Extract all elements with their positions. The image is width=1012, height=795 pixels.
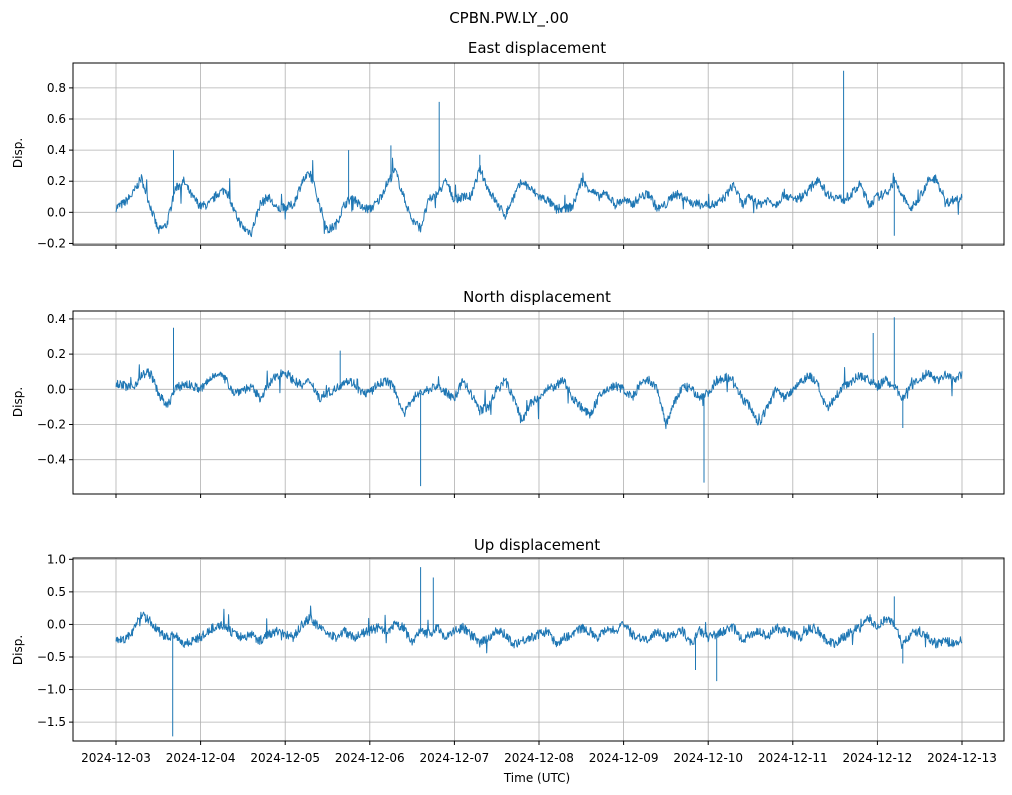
x-tick-label: 2024-12-04 [166,751,236,765]
east-y-tick-label: 0.8 [47,81,66,95]
north-panel-title: North displacement [463,288,611,306]
x-tick-label: 2024-12-13 [927,751,997,765]
east-axes-frame [72,62,1005,246]
up-y-tick-label: 0.0 [47,617,66,631]
x-tick-label: 2024-12-06 [335,751,405,765]
north-y-tick-label: 0.2 [47,347,66,361]
east-y-tick-label: 0.2 [47,174,66,188]
up-series-line [115,567,963,737]
east-y-tick-label: 0.0 [47,205,66,219]
north-displacement-panel: North displacement Disp. −0.4 −0.2 0.0 0.2 0… [11,288,1005,498]
east-y-tick-label: 0.4 [47,143,66,157]
up-axes-frame [72,557,1005,742]
up-y-tick-label: 1.0 [47,552,66,566]
x-tick-label: 2024-12-11 [758,751,828,765]
up-y-axis-label: Disp. [11,635,25,665]
north-y-tick-label: 0.0 [47,382,66,396]
east-series-line [115,70,963,238]
north-y-tick-label: −0.2 [37,417,66,431]
up-y-tick-label: −1.5 [37,715,66,729]
east-displacement-panel: East displacement Disp. −0.2 0.0 0.2 0.4 0.6… [11,39,1005,250]
x-tick-label: 2024-12-12 [843,751,913,765]
north-y-tick-label: 0.4 [47,312,66,326]
north-y-axis-label: Disp. [11,387,25,417]
x-tick-label: 2024-12-05 [250,751,320,765]
x-tick-label: 2024-12-07 [420,751,490,765]
east-y-tick-label: −0.2 [37,236,66,250]
up-y-tick-label: −0.5 [37,650,66,664]
north-y-tick-label: −0.4 [37,453,66,467]
x-axis-label: Time (UTC) [503,771,570,785]
figure-suptitle: CPBN.PW.LY_.00 [449,9,569,28]
x-tick-label: 2024-12-08 [504,751,574,765]
up-y-tick-label: −1.0 [37,683,66,697]
east-y-axis-label: Disp. [11,138,25,168]
up-y-tick-label: 0.5 [47,585,66,599]
up-panel-title: Up displacement [474,536,600,554]
east-y-tick-label: 0.6 [47,112,66,126]
x-tick-label: 2024-12-10 [673,751,743,765]
x-tick-label: 2024-12-09 [589,751,659,765]
up-displacement-panel: Up displacement Disp. −1.5 −1.0 −0.5 0.0 0.5… [11,536,1005,765]
east-panel-title: East displacement [468,39,606,57]
north-series-line [115,317,963,487]
x-tick-label: 2024-12-03 [81,751,151,765]
